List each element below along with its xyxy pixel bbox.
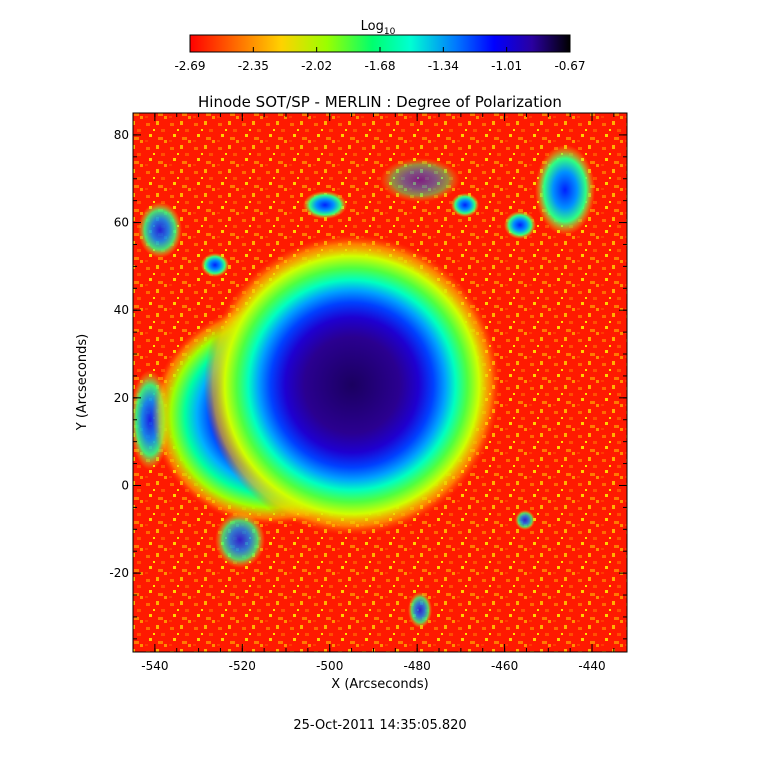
- y-tick-label: 40: [114, 303, 129, 317]
- y-axis: -20 0 20 40 60 80: [109, 112, 627, 640]
- y-tick-label: 80: [114, 128, 129, 142]
- x-tick-label: -540: [141, 659, 168, 673]
- x-tick-label: -440: [578, 659, 605, 673]
- plot-frame: [132, 112, 628, 653]
- plot-title: Hinode SOT/SP - MERLIN : Degree of Polar…: [198, 93, 562, 111]
- y-tick-label: -20: [109, 566, 129, 580]
- x-tick-label: -480: [404, 659, 431, 673]
- colorbar-tick-label: -1.34: [428, 59, 459, 73]
- y-tick-label: 0: [121, 478, 129, 492]
- x-tick-label: -460: [491, 659, 518, 673]
- x-tick-label: -520: [229, 659, 256, 673]
- colorbar-tick-label: -2.69: [174, 59, 205, 73]
- colorbar-tick-label: -1.68: [364, 59, 395, 73]
- timestamp: 25-Oct-2011 14:35:05.820: [293, 718, 466, 733]
- x-tick-label: -500: [316, 659, 343, 673]
- colorbar: Log10 -2.69 -2.35 -2.02 -1.68 -1.34 -1.01 -0.6…: [174, 19, 585, 73]
- colorbar-tick-label: -2.02: [301, 59, 332, 73]
- colorbar-tick-label: -2.35: [238, 59, 269, 73]
- colorbar-label: Log10: [361, 19, 396, 37]
- colorbar-ticks: -2.69 -2.35 -2.02 -1.68 -1.34 -1.01 -0.67: [174, 47, 586, 73]
- polarization-map: [133, 113, 627, 652]
- y-tick-label: 20: [114, 391, 129, 405]
- y-axis-label: Y (Arcseconds): [75, 334, 90, 431]
- colorbar-tick-label: -1.01: [491, 59, 522, 73]
- colorbar-tick-label: -0.67: [554, 59, 585, 73]
- x-axis: -540 -520 -500 -480 -460 -440: [132, 113, 615, 673]
- x-axis-label: X (Arcseconds): [331, 677, 428, 692]
- y-tick-label: 60: [114, 216, 129, 230]
